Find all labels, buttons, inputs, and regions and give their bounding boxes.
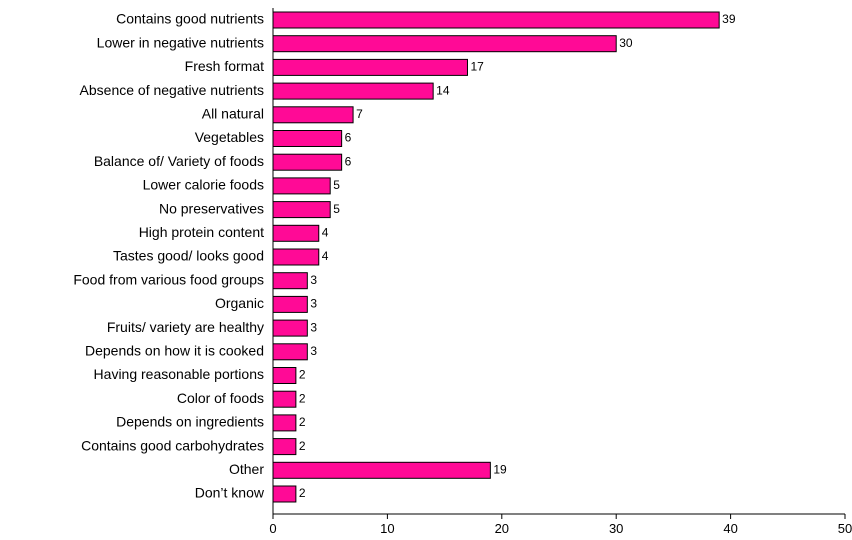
data-label: 14	[436, 83, 450, 97]
data-label: 2	[299, 391, 306, 405]
category-label: Contains good nutrients	[116, 11, 264, 27]
data-label: 6	[345, 131, 352, 145]
data-label: 3	[310, 297, 317, 311]
category-label: Tastes good/ looks good	[113, 248, 264, 264]
category-label: Depends on ingredients	[116, 414, 264, 430]
bar	[272, 390, 297, 408]
category-label: Other	[229, 461, 264, 477]
bar	[272, 11, 720, 29]
category-label: High protein content	[139, 224, 264, 240]
category-label: No preservatives	[159, 200, 264, 216]
x-tick-label: 40	[723, 521, 737, 536]
bar	[272, 35, 617, 53]
bar	[272, 367, 297, 384]
data-label: 7	[356, 107, 363, 121]
bar	[272, 82, 434, 100]
x-axis: 0 10 20 30 40 50	[269, 8, 852, 536]
data-label: 5	[333, 202, 340, 216]
category-label: All natural	[202, 106, 264, 122]
data-label: 4	[322, 225, 329, 239]
data-label: 30	[619, 36, 633, 50]
category-label: Don’t know	[195, 485, 265, 501]
bar	[272, 461, 491, 479]
data-label: 39	[722, 12, 736, 26]
data-label: 19	[493, 462, 507, 476]
bar	[272, 295, 308, 313]
data-label: 3	[310, 344, 317, 358]
bar	[272, 272, 308, 290]
category-label: Fruits/ variety are healthy	[107, 319, 264, 335]
data-label: 2	[299, 439, 306, 453]
bar	[272, 58, 468, 76]
data-label: 3	[310, 320, 317, 334]
data-label: 17	[470, 60, 484, 74]
x-tick-label: 20	[495, 521, 509, 536]
bar	[272, 438, 297, 456]
x-tick-label: 10	[380, 521, 394, 536]
category-label: Depends on how it is cooked	[85, 343, 264, 359]
x-tick-label: 30	[609, 521, 623, 536]
data-label: 2	[299, 368, 306, 382]
category-label: Vegetables	[195, 129, 264, 145]
data-label: 5	[333, 178, 340, 192]
bar	[272, 177, 331, 195]
x-tick-label: 50	[838, 521, 852, 536]
category-label: Contains good carbohydrates	[81, 437, 264, 453]
bar	[272, 485, 297, 503]
category-label: Color of foods	[177, 390, 264, 406]
bar	[272, 224, 320, 242]
category-label: Having reasonable portions	[94, 366, 264, 382]
bar	[272, 319, 308, 337]
category-label: Food from various food groups	[73, 271, 264, 287]
bar	[272, 106, 354, 124]
bar	[272, 153, 343, 171]
data-label: 3	[310, 273, 317, 287]
bar	[272, 201, 331, 219]
category-label: Lower in negative nutrients	[97, 34, 264, 50]
bars-group: Contains good nutrients 39 Lower in negati…	[73, 11, 736, 503]
bar	[272, 130, 343, 147]
data-label: 4	[322, 249, 329, 263]
data-label: 2	[299, 486, 306, 500]
bar	[272, 248, 320, 266]
data-label: 6	[345, 154, 352, 168]
bar	[272, 414, 297, 432]
x-tick-label: 0	[269, 521, 276, 536]
category-label: Lower calorie foods	[143, 177, 264, 193]
data-label: 2	[299, 415, 306, 429]
bar	[272, 343, 308, 361]
category-label: Absence of negative nutrients	[80, 82, 264, 98]
category-label: Fresh format	[185, 58, 264, 74]
category-label: Balance of/ Variety of foods	[94, 153, 264, 169]
category-label: Organic	[215, 295, 264, 311]
